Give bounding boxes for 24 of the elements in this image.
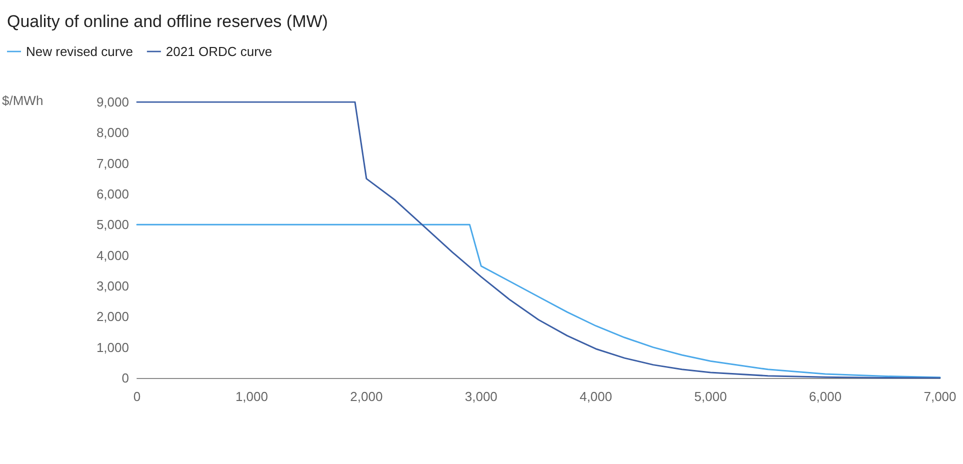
x-tick-label: 2,000 bbox=[350, 389, 383, 404]
x-tick-label: 3,000 bbox=[464, 389, 498, 404]
x-tick-label: 0 bbox=[133, 389, 141, 404]
line-series bbox=[136, 101, 941, 379]
y-tick-label: 8,000 bbox=[96, 125, 129, 140]
line-series bbox=[136, 224, 941, 378]
legend-label: New revised curve bbox=[26, 44, 133, 59]
x-tick-label: 6,000 bbox=[809, 389, 842, 404]
y-tick-label: 3,000 bbox=[96, 278, 129, 294]
y-tick-label: 2,000 bbox=[96, 309, 129, 324]
chart-title: Quality of online and offline reserves (MW) bbox=[7, 12, 328, 31]
y-tick-label: 1,000 bbox=[96, 340, 129, 355]
y-tick-label: 5,000 bbox=[96, 217, 129, 232]
x-tick-label: 5,000 bbox=[694, 389, 727, 404]
y-tick-label: 6,000 bbox=[96, 186, 129, 202]
legend-label: 2021 ORDC curve bbox=[166, 44, 272, 59]
y-axis-title: $/MWh bbox=[2, 93, 44, 108]
y-tick-label: 9,000 bbox=[96, 94, 129, 110]
y-tick-label: 7,000 bbox=[96, 156, 129, 171]
x-tick-label: 1,000 bbox=[235, 389, 268, 404]
y-tick-label: 0 bbox=[122, 370, 129, 386]
y-tick-label: 4,000 bbox=[96, 248, 129, 263]
x-tick-label: 4,000 bbox=[580, 389, 612, 404]
x-tick-label: 7,000 bbox=[924, 389, 956, 404]
